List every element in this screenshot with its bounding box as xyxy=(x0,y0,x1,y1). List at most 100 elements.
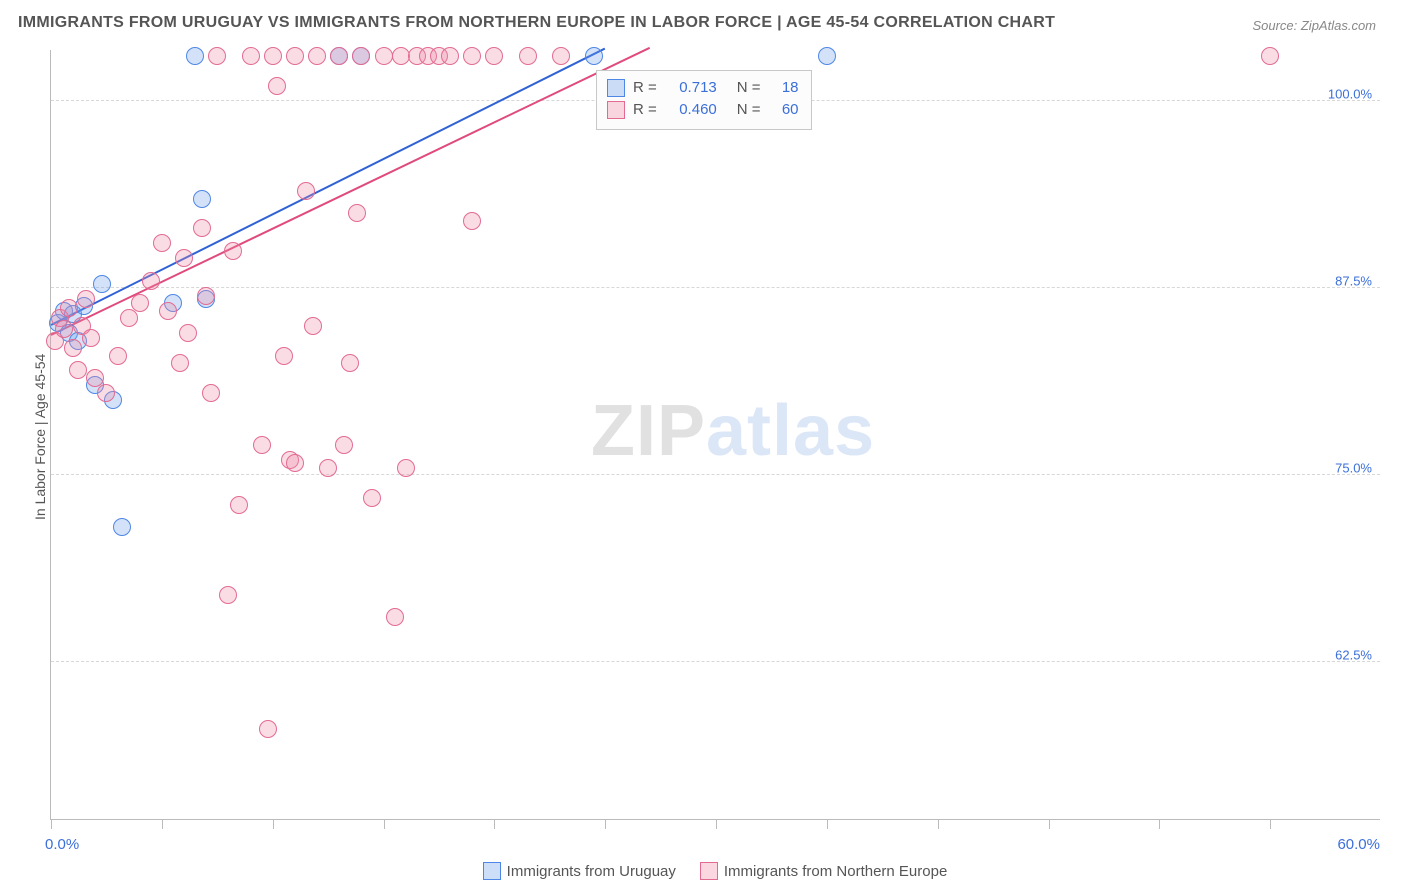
data-point xyxy=(82,329,100,347)
gridline xyxy=(51,474,1380,475)
data-point xyxy=(552,47,570,65)
trend-line-1 xyxy=(51,47,650,336)
data-point xyxy=(179,324,197,342)
chart-title: IMMIGRANTS FROM URUGUAY VS IMMIGRANTS FR… xyxy=(18,14,1055,32)
data-point xyxy=(230,496,248,514)
r-value: 0.460 xyxy=(665,99,717,121)
data-point xyxy=(193,219,211,237)
legend-swatch xyxy=(607,101,625,119)
data-point xyxy=(97,384,115,402)
data-point xyxy=(441,47,459,65)
data-point xyxy=(64,339,82,357)
data-point xyxy=(463,212,481,230)
x-label-min: 0.0% xyxy=(45,836,79,853)
source-label: Source: ZipAtlas.com xyxy=(1252,18,1376,33)
data-point xyxy=(224,242,242,260)
data-point xyxy=(93,275,111,293)
data-point xyxy=(55,320,73,338)
data-point xyxy=(186,47,204,65)
data-point xyxy=(219,586,237,604)
r-value: 0.713 xyxy=(665,77,717,99)
x-tick xyxy=(716,819,717,829)
data-point xyxy=(171,354,189,372)
y-tick-label: 62.5% xyxy=(1335,648,1372,663)
data-point xyxy=(330,47,348,65)
x-tick xyxy=(1270,819,1271,829)
data-point xyxy=(386,608,404,626)
data-point xyxy=(264,47,282,65)
data-point xyxy=(208,47,226,65)
data-point xyxy=(142,272,160,290)
x-tick xyxy=(51,819,52,829)
data-point xyxy=(268,77,286,95)
data-point xyxy=(348,204,366,222)
data-point xyxy=(304,317,322,335)
data-point xyxy=(253,436,271,454)
data-point xyxy=(259,720,277,738)
n-label: N = xyxy=(737,77,761,99)
plot-area: ZIPatlas 62.5%75.0%87.5%100.0%0.0%60.0%R… xyxy=(50,50,1380,820)
y-axis-title: In Labor Force | Age 45-54 xyxy=(32,354,48,520)
x-tick xyxy=(494,819,495,829)
data-point xyxy=(69,361,87,379)
data-point xyxy=(275,347,293,365)
watermark-a: ZIP xyxy=(591,391,706,471)
r-label: R = xyxy=(633,99,657,121)
data-point xyxy=(519,47,537,65)
r-label: R = xyxy=(633,77,657,99)
data-point xyxy=(77,290,95,308)
data-point xyxy=(319,459,337,477)
data-point xyxy=(286,454,304,472)
data-point xyxy=(286,47,304,65)
legend-row: R = 0.460 N = 60 xyxy=(607,99,799,121)
data-point xyxy=(193,190,211,208)
data-point xyxy=(242,47,260,65)
data-point xyxy=(131,294,149,312)
x-tick xyxy=(1159,819,1160,829)
n-label: N = xyxy=(737,99,761,121)
data-point xyxy=(363,489,381,507)
data-point xyxy=(341,354,359,372)
data-point xyxy=(397,459,415,477)
x-tick xyxy=(273,819,274,829)
n-value: 60 xyxy=(769,99,799,121)
data-point xyxy=(120,309,138,327)
data-point xyxy=(109,347,127,365)
data-point xyxy=(463,47,481,65)
watermark-b: atlas xyxy=(706,391,875,471)
legend-swatch xyxy=(700,862,718,880)
x-tick xyxy=(384,819,385,829)
y-tick-label: 100.0% xyxy=(1328,87,1372,102)
data-point xyxy=(585,47,603,65)
correlation-legend: R = 0.713 N = 18 R = 0.460 N = 60 xyxy=(596,70,812,130)
data-point xyxy=(375,47,393,65)
data-point xyxy=(197,287,215,305)
data-point xyxy=(202,384,220,402)
data-point xyxy=(485,47,503,65)
legend-label: Immigrants from Northern Europe xyxy=(724,863,947,880)
x-tick xyxy=(827,819,828,829)
data-point xyxy=(308,47,326,65)
legend-swatch xyxy=(607,79,625,97)
gridline xyxy=(51,287,1380,288)
watermark: ZIPatlas xyxy=(591,390,875,472)
data-point xyxy=(175,249,193,267)
bottom-legend: Immigrants from UruguayImmigrants from N… xyxy=(0,862,1406,880)
data-point xyxy=(113,518,131,536)
x-tick xyxy=(605,819,606,829)
data-point xyxy=(335,436,353,454)
data-point xyxy=(352,47,370,65)
x-tick xyxy=(938,819,939,829)
data-point xyxy=(159,302,177,320)
data-point xyxy=(153,234,171,252)
x-tick xyxy=(162,819,163,829)
y-tick-label: 87.5% xyxy=(1335,274,1372,289)
n-value: 18 xyxy=(769,77,799,99)
data-point xyxy=(297,182,315,200)
x-label-max: 60.0% xyxy=(1337,836,1380,853)
y-tick-label: 75.0% xyxy=(1335,461,1372,476)
x-tick xyxy=(1049,819,1050,829)
gridline xyxy=(51,661,1380,662)
data-point xyxy=(60,299,78,317)
trend-line-0 xyxy=(51,47,606,325)
